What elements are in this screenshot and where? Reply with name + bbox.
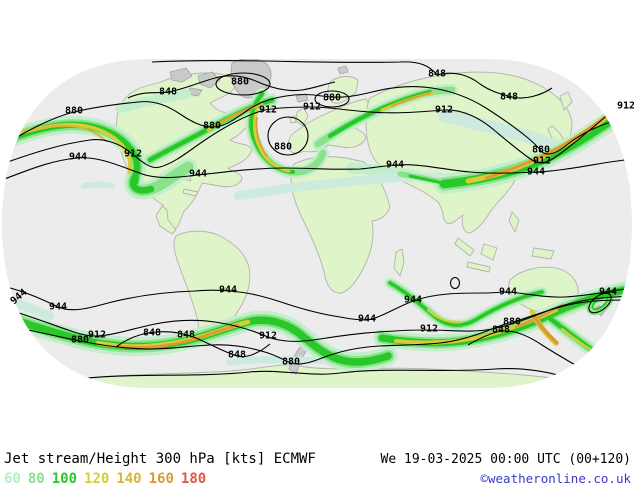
contour-top-edge (151, 60, 438, 76)
contour-848-sh-west (115, 331, 271, 358)
island-java (466, 261, 491, 273)
island-new-guinea (531, 247, 555, 260)
map-title: Jet stream/Height 300 hPa [kts] ECMWF (4, 451, 316, 467)
world-map (2, 59, 632, 388)
contour-848-nh-east (436, 72, 553, 99)
island-cuba (182, 188, 199, 197)
contour-880-scandinavia-ring (314, 90, 350, 108)
legend-value-120: 120 (84, 471, 110, 487)
continent-antarctica (57, 364, 575, 388)
contour-912-nh (2, 105, 632, 169)
copyright-link[interactable]: ©weatheronline.co.uk (480, 471, 631, 486)
contour-944-small-ring (449, 276, 461, 290)
region-central-america (155, 205, 177, 235)
legend-value-160: 160 (148, 471, 174, 487)
contour-880-iberia-cutoff (267, 116, 309, 156)
contour-848-nh-west (127, 75, 336, 99)
footer-row-2: 60 80 100 120 140 160 180 ©weatheronline.co.uk (4, 468, 631, 487)
legend-value-100: 100 (51, 471, 78, 487)
contour-antarctic (69, 368, 566, 381)
contour-944-sh (2, 285, 632, 321)
legend: 60 80 100 120 140 160 180 (4, 468, 213, 487)
legend-value-80: 80 (27, 471, 45, 487)
map-datetime: We 19-03-2025 00:00 UTC (00+120) (380, 452, 631, 467)
region-kamchatka (559, 91, 573, 111)
island-madagascar (393, 248, 405, 277)
contour-912-sh (2, 295, 632, 342)
contour-944-nz-ring (588, 292, 612, 314)
legend-value-180: 180 (180, 471, 207, 487)
footer-row-1: Jet stream/Height 300 hPa [kts] ECMWF We… (4, 451, 631, 467)
contour-944-nh (2, 157, 632, 181)
island-svalbard (337, 65, 349, 75)
legend-value-140: 140 (116, 471, 142, 487)
arctic-island (169, 67, 193, 83)
contour-848-sh-east (467, 330, 585, 371)
height-contours (2, 60, 632, 381)
island-philippines (508, 211, 520, 233)
contour-880-sh (2, 299, 632, 365)
legend-value-60: 60 (4, 471, 21, 487)
contour-880-greenland-ring (215, 72, 271, 96)
island-great-britain (295, 107, 309, 127)
island-sumatra (454, 237, 475, 257)
island-borneo (480, 243, 498, 261)
contour-880-nh (2, 86, 631, 155)
